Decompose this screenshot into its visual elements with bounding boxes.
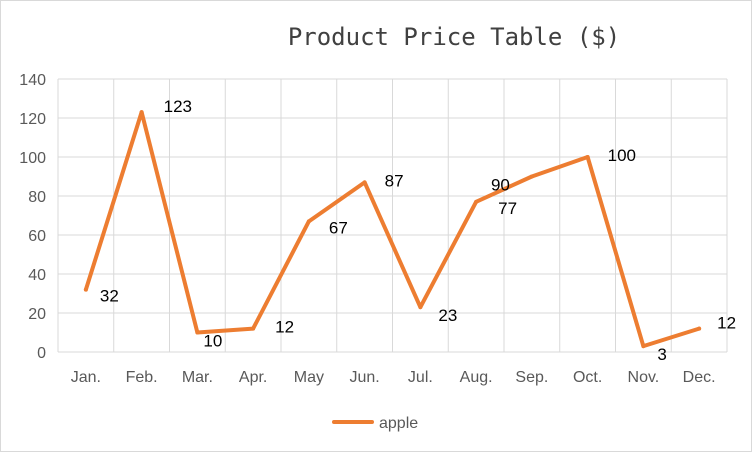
x-tick-label: Oct. [573,369,602,386]
data-label: 100 [608,146,636,165]
axes: 0 20 40 60 80 100 120 140 Jan. Feb. Mar. Apr. May Jun… [19,72,715,386]
x-tick-label: Jun. [350,369,380,386]
data-point [697,326,702,331]
data-labels: 32 123 10 12 67 87 23 77 90 100 3 12 [100,97,736,364]
data-point [83,287,88,292]
x-tick-label: Jan. [71,369,101,386]
data-label: 87 [385,171,404,190]
data-point [139,110,144,115]
y-tick-label: 20 [28,306,46,323]
y-tick-label: 80 [28,189,46,206]
x-tick-label: Nov. [628,369,660,386]
x-tick-label: Aug. [460,369,493,386]
legend-label: apple [379,415,418,432]
x-tick-label: Apr. [239,369,267,386]
data-point [251,326,256,331]
x-tick-label: May [294,369,324,386]
data-point [195,330,200,335]
data-point [362,180,367,185]
data-label: 90 [491,176,510,195]
y-tick-label: 0 [37,345,46,362]
data-point [641,344,646,349]
y-tick-label: 100 [19,150,46,167]
gridlines [57,78,728,353]
y-tick-label: 120 [19,111,46,128]
data-point [585,155,590,159]
data-label: 32 [100,287,119,306]
data-label: 3 [657,345,666,364]
data-label: 23 [438,306,457,325]
y-tick-label: 60 [28,228,46,245]
data-label: 10 [203,332,222,351]
series-layer [83,110,702,349]
series-line-apple [83,110,702,349]
y-tick-label: 40 [28,267,46,284]
data-label: 12 [717,314,736,333]
x-tick-label: Feb. [126,369,158,386]
x-tick-label: Mar. [182,369,213,386]
data-label: 77 [498,199,517,218]
data-point [474,199,479,204]
data-point [306,219,311,224]
legend: apple [332,415,418,432]
y-tick-label: 140 [19,72,46,89]
chart-title: Product Price Table ($) [288,23,620,51]
data-label: 67 [329,218,348,237]
x-tick-label: Dec. [683,369,716,386]
x-tick-label: Sep. [515,369,548,386]
data-label: 12 [275,318,294,337]
x-tick-label: Jul. [408,369,433,386]
data-point [529,174,534,179]
data-label: 123 [164,97,192,116]
data-point [418,305,423,310]
